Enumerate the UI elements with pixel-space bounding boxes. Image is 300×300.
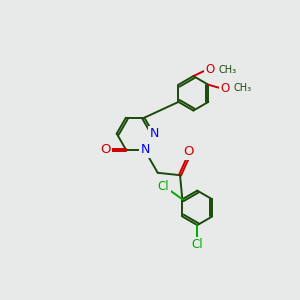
Text: O: O [220,82,230,95]
Text: O: O [100,143,110,156]
Text: CH₃: CH₃ [219,64,237,74]
Text: O: O [184,145,194,158]
Text: O: O [206,63,215,76]
Text: CH₃: CH₃ [234,83,252,93]
Text: N: N [149,127,159,140]
Text: Cl: Cl [158,180,169,193]
Text: Cl: Cl [191,238,203,251]
Text: N: N [140,143,150,156]
